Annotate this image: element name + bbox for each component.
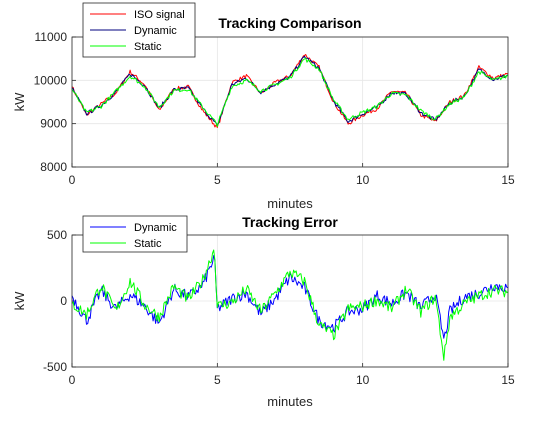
y-axis-label: kW bbox=[12, 92, 27, 112]
x-tick-label: 10 bbox=[356, 373, 370, 387]
legend-label-dynamic: Dynamic bbox=[134, 222, 177, 234]
legend-label-static: Static bbox=[134, 41, 162, 53]
y-axis-label: kW bbox=[12, 291, 27, 311]
chart-title: Tracking Comparison bbox=[218, 15, 361, 31]
x-tick-label: 5 bbox=[214, 373, 221, 387]
legend: Dynamic Static bbox=[82, 215, 188, 253]
y-tick-label: 500 bbox=[47, 228, 67, 242]
legend-label-static: Static bbox=[134, 238, 162, 250]
x-tick-label: 10 bbox=[356, 173, 370, 187]
series-layer bbox=[71, 54, 509, 128]
y-tick-label: -500 bbox=[43, 360, 67, 374]
x-tick-label: 15 bbox=[501, 173, 515, 187]
plot-area bbox=[72, 37, 508, 167]
chart-title: Tracking Error bbox=[242, 214, 338, 230]
x-tick-labels: 0 5 10 15 bbox=[69, 373, 515, 387]
y-tick-labels: -500 0 500 bbox=[43, 228, 67, 374]
axes-box bbox=[71, 36, 509, 168]
y-tick-label: 0 bbox=[60, 294, 67, 308]
y-tick-label: 11000 bbox=[35, 30, 68, 44]
legend: ISO signal Dynamic Static bbox=[82, 2, 196, 58]
legend-label-iso: ISO signal bbox=[134, 9, 185, 21]
legend-label-dynamic: Dynamic bbox=[134, 25, 177, 37]
series-line-static bbox=[71, 249, 509, 361]
x-tick-label: 15 bbox=[501, 373, 515, 387]
y-tick-label: 8000 bbox=[40, 160, 67, 174]
x-tick-label: 0 bbox=[69, 173, 76, 187]
x-axis-label: minutes bbox=[267, 394, 313, 409]
axes-box bbox=[71, 234, 509, 368]
y-tick-labels: 8000 9000 10000 11000 bbox=[34, 30, 68, 174]
x-axis-label: minutes bbox=[267, 196, 313, 211]
tracking-comparison-chart: 0 5 10 15 8000 9000 10000 11000 Tracking Compa… bbox=[12, 2, 515, 211]
y-tick-label: 10000 bbox=[34, 73, 68, 87]
x-tick-labels: 0 5 10 15 bbox=[69, 173, 515, 187]
x-tick-label: 5 bbox=[214, 173, 221, 187]
series-layer bbox=[71, 249, 509, 361]
series-line-static bbox=[71, 57, 509, 127]
legend-box bbox=[82, 215, 188, 253]
x-tick-label: 0 bbox=[69, 373, 76, 387]
y-tick-label: 9000 bbox=[40, 117, 67, 131]
